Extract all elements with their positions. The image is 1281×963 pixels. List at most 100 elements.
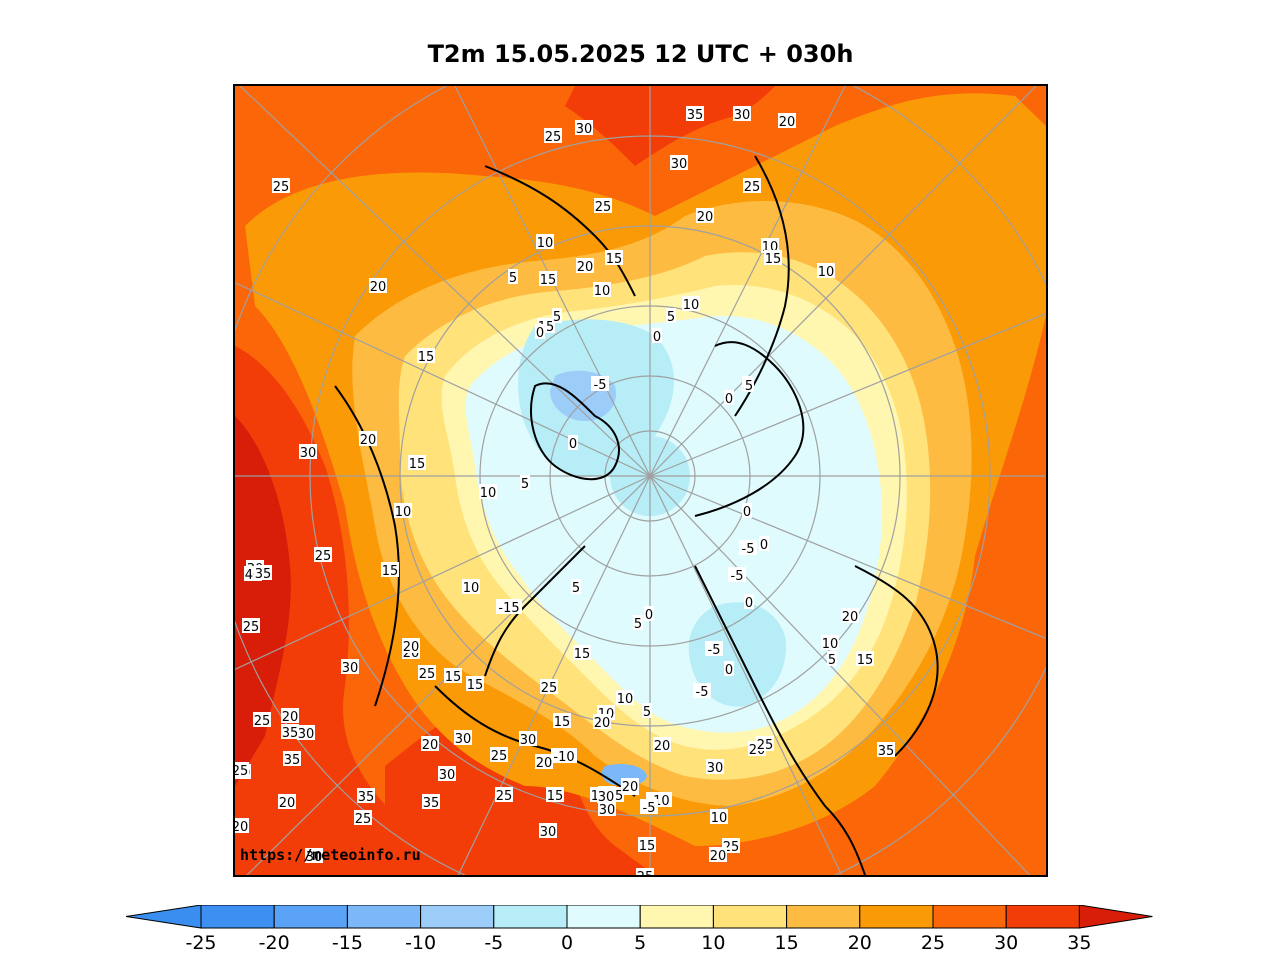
colorbar-tick-label: 20: [848, 932, 872, 954]
contour-label-text: 25: [637, 870, 654, 875]
colorbar: -25 -20 -15 -10 -5 0 5 10 15 20 25 30 35: [126, 905, 1153, 954]
contour-label-text: 10: [617, 692, 634, 707]
contour-label: 30: [519, 731, 537, 748]
contour-label: 10: [593, 282, 611, 299]
contour-label-text: -5: [708, 643, 721, 658]
colorbar-swatch: [859, 905, 934, 929]
contour-label-text: 30: [576, 122, 593, 137]
contour-label-text: 10: [818, 265, 835, 280]
contour-label: 35: [686, 106, 704, 123]
contour-label-text: 15: [467, 678, 484, 693]
contour-label-text: 20: [235, 820, 248, 835]
contour-label: 35: [283, 751, 301, 768]
contour-label-text: 30: [342, 661, 359, 676]
contour-label: 25: [495, 787, 513, 804]
contour-label-text: 35: [282, 726, 299, 741]
contour-label-text: 15: [606, 252, 623, 267]
contour-label: 0: [724, 661, 734, 678]
contour-label-text: 35: [358, 790, 375, 805]
contour-label: 5: [744, 377, 754, 394]
contour-label: 15: [539, 271, 557, 288]
contour-label-text: 15: [418, 350, 435, 365]
contour-label-text: 30: [599, 803, 616, 818]
contour-label-text: 25: [744, 180, 761, 195]
contour-label: 15: [408, 455, 426, 472]
band-35-plus-west: [235, 416, 291, 786]
contour-label: 30: [341, 659, 359, 676]
contour-label: 20: [421, 736, 439, 753]
contour-label-text: -5: [643, 801, 656, 816]
contour-label: 15: [573, 645, 591, 662]
contour-label: 5: [827, 651, 837, 668]
contour-label-text: 20: [577, 260, 594, 275]
contour-label: 0: [652, 328, 662, 345]
contour-label: 20: [696, 208, 714, 225]
colorbar-swatch: [493, 905, 568, 929]
contour-label-text: 20: [779, 115, 796, 130]
contour-label-text: 15: [554, 715, 571, 730]
band-minus5-0-b: [688, 602, 786, 707]
colorbar-tick-label: 30: [994, 932, 1018, 954]
contour-label-text: 20: [403, 640, 420, 655]
contour-label-text: 30: [598, 790, 615, 805]
colorbar-swatch: [1005, 905, 1080, 929]
contour-label: 20: [841, 608, 859, 625]
contour-label: 35: [877, 742, 895, 759]
contour-label-text: 10: [594, 284, 611, 299]
contour-label: 15: [605, 250, 623, 267]
colorbar-tick-label: 35: [1067, 932, 1091, 954]
contour-label: 15: [638, 837, 656, 854]
contour-label-text: 20: [360, 433, 377, 448]
contour-label-text: 5: [521, 477, 529, 492]
contour-label: 10: [817, 263, 835, 280]
contour-label: 20: [535, 754, 553, 771]
contour-label: 25: [490, 747, 508, 764]
contour-label-text: 25: [757, 738, 774, 753]
contour-label-text: 10: [463, 581, 480, 596]
contour-label-text: 30: [734, 108, 751, 123]
contour-label-text: 0: [725, 663, 733, 678]
contour-label-text: 20: [710, 849, 727, 864]
contour-label: 5: [633, 615, 643, 632]
contour-label: 15: [764, 250, 782, 267]
contour-label: -15: [496, 599, 522, 616]
contour-label-text: 20: [536, 756, 553, 771]
contour-label-text: 5: [634, 617, 642, 632]
contour-label-text: 0: [653, 330, 661, 345]
contour-label-text: 25: [496, 789, 513, 804]
contour-label: 5: [666, 308, 676, 325]
contour-label-text: 5: [643, 705, 651, 720]
contour-label-text: 25: [545, 130, 562, 145]
contour-label: 20: [278, 794, 296, 811]
colorbar-swatch: [273, 905, 348, 929]
contour-label-text: 20: [842, 610, 859, 625]
contour-label: -5: [728, 567, 746, 584]
contour-label: 25: [418, 665, 436, 682]
contour-label: 25: [743, 178, 761, 195]
band-30-35-north: [565, 86, 775, 166]
contour-label-text: 20: [282, 710, 299, 725]
contour-label-text: 15: [547, 789, 564, 804]
contour-label-text: 5: [553, 310, 561, 325]
contour-label-text: 25: [595, 200, 612, 215]
contour-label-text: 0: [569, 437, 577, 452]
contour-label: 25: [756, 736, 774, 753]
map-title: T2m 15.05.2025 12 UTC + 030h: [427, 40, 854, 68]
contour-label-text: 30: [540, 825, 557, 840]
contour-label-text: 25: [419, 667, 436, 682]
contour-label-text: 35: [878, 744, 895, 759]
contour-label-text: 35: [255, 567, 272, 582]
contour-label: 20: [235, 818, 249, 835]
contour-label-text: 25: [491, 749, 508, 764]
source-credit: https://meteoinfo.ru: [240, 846, 421, 864]
contour-label: 30: [598, 801, 616, 818]
contour-label-text: 20: [279, 796, 296, 811]
contour-label: 15: [444, 668, 462, 685]
contour-label: 30: [597, 788, 615, 805]
colorbar-tick-label: 0: [561, 932, 573, 954]
contour-label: 0: [644, 606, 654, 623]
contour-label-text: 25: [243, 620, 260, 635]
contour-label: -10: [551, 748, 577, 765]
contour-label-text: 15: [540, 273, 557, 288]
contour-label: -5: [640, 799, 658, 816]
